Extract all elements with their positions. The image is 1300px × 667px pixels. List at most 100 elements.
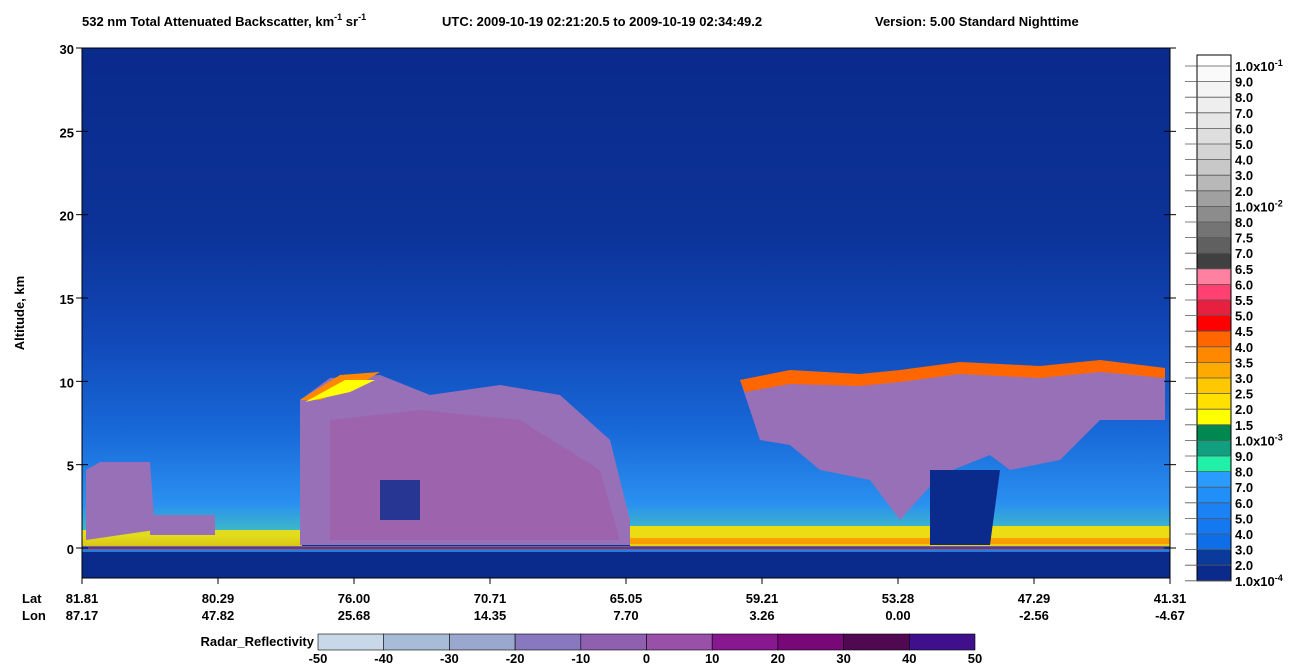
utc: UTC: 2009-10-19 02:21:20.5 to 2009-10-19…: [442, 14, 762, 29]
colorbar-swatch: [1197, 440, 1231, 456]
colorbar-label: 3.0: [1235, 543, 1253, 558]
lat-label: 80.29: [202, 591, 235, 606]
radar-swatch: [449, 633, 516, 651]
colorbar-label-mantissa: 1.0x10: [1235, 574, 1275, 589]
colorbar-swatch: [1197, 284, 1231, 300]
colorbar-swatch: [1197, 206, 1231, 222]
radar-tick-label: 30: [836, 651, 850, 666]
colorbar-label: 5.5: [1235, 293, 1253, 308]
lat-label: 59.21: [746, 591, 779, 606]
lat-label: 41.31: [1154, 591, 1187, 606]
radar-tick-label: 50: [968, 651, 982, 666]
colorbar-swatch: [1197, 253, 1231, 269]
lon-label: -2.56: [1019, 608, 1049, 623]
colorbar-swatch: [1197, 300, 1231, 316]
title-sup: -1: [334, 12, 342, 22]
colorbar-swatch: [1197, 112, 1231, 129]
y-tick-label: 0: [67, 542, 74, 557]
lat-label: 47.29: [1018, 591, 1051, 606]
radar-tick-label: -20: [506, 651, 525, 666]
radar-tick-label: 0: [643, 651, 650, 666]
colorbar-label: 8.0: [1235, 90, 1253, 105]
colorbar-label: 3.0: [1235, 168, 1253, 183]
colorbar-swatch: [1197, 128, 1231, 144]
radar-swatch: [580, 633, 647, 651]
radar-tick-label: -30: [440, 651, 459, 666]
x-row-label: Lat: [22, 591, 42, 606]
colorbar-label-exp: -4: [1275, 573, 1283, 583]
y-tick-label: 25: [60, 125, 74, 140]
radar-swatch: [383, 633, 450, 651]
colorbar-label: 7.0: [1235, 106, 1253, 121]
colorbar-label: 8.0: [1235, 465, 1253, 480]
colorbar-label: 1.5: [1235, 418, 1253, 433]
colorbar-label: 7.0: [1235, 480, 1253, 495]
colorbar-swatch: [1197, 471, 1231, 488]
radar-swatch: [646, 633, 713, 651]
lat-label: 65.05: [610, 591, 643, 606]
colorbar-label-exp: -3: [1275, 432, 1283, 442]
colorbar-swatch: [1197, 502, 1231, 519]
colorbar-label: 1.0x10-1: [1235, 58, 1283, 74]
colorbar-label: 2.0: [1235, 184, 1253, 199]
colorbar-label: 2.0: [1235, 558, 1253, 573]
colorbar-swatch: [1197, 159, 1231, 176]
colorbar-swatch: [1197, 565, 1231, 581]
lat-label: 70.71: [474, 591, 507, 606]
y-tick-label: 5: [67, 459, 74, 474]
colorbar-label-mantissa: 1.0x10: [1235, 199, 1275, 214]
colorbar-swatch: [1197, 222, 1231, 238]
colorbar-swatch: [1197, 534, 1231, 550]
colorbar-label-exp: -2: [1275, 198, 1283, 208]
colorbar-label: 3.5: [1235, 355, 1253, 370]
colorbar-swatch: [1197, 268, 1231, 285]
lon-label: 0.00: [885, 608, 910, 623]
lon-label: -4.67: [1155, 608, 1185, 623]
colorbar-label: 6.0: [1235, 121, 1253, 136]
colorbar-swatch: [1197, 97, 1231, 113]
title-sup: -1: [358, 12, 366, 22]
colorbar-label: 6.0: [1235, 277, 1253, 292]
radar-tick-label: -40: [374, 651, 393, 666]
radar-tick-label: 20: [771, 651, 785, 666]
lon-label: 87.17: [66, 608, 99, 623]
colorbar-label: 6.5: [1235, 262, 1253, 277]
radar-swatch: [843, 633, 910, 651]
colorbar-label: 4.0: [1235, 527, 1253, 542]
colorbar-label-exp: -1: [1275, 58, 1283, 68]
colorbar-label: 8.0: [1235, 215, 1253, 230]
colorbar-label: 6.0: [1235, 496, 1253, 511]
radar-label: Radar_Reflectivity: [201, 634, 315, 649]
colorbar-label-mantissa: 1.0x10: [1235, 433, 1275, 448]
y-tick-label: 10: [60, 375, 74, 390]
radar-tick-label: 40: [902, 651, 916, 666]
colorbar-label: 1.0x10-2: [1235, 198, 1283, 214]
radar-swatch: [317, 633, 384, 651]
version: Version: 5.00 Standard Nighttime: [875, 14, 1079, 29]
radar-tick-label: 10: [705, 651, 719, 666]
colorbar-label-mantissa: 1.0x10: [1235, 59, 1275, 74]
radar-tick-label: -50: [309, 651, 328, 666]
colorbar-swatch: [1197, 518, 1231, 534]
lat-label: 81.81: [66, 591, 99, 606]
radar-swatch: [777, 633, 844, 651]
y-tick-label: 20: [60, 209, 74, 224]
colorbar-swatch: [1197, 409, 1231, 425]
colorbar-swatch: [1197, 175, 1231, 191]
colorbar-swatch: [1197, 190, 1231, 207]
colorbar-label: 2.0: [1235, 402, 1253, 417]
colorbar-swatch: [1197, 346, 1231, 363]
lon-label: 25.68: [338, 608, 371, 623]
colorbar-label: 5.0: [1235, 137, 1253, 152]
y-tick-label: 30: [60, 42, 74, 57]
colorbar-swatch: [1197, 487, 1231, 503]
colorbar-swatch: [1197, 378, 1231, 394]
x-row-label: Lon: [22, 608, 46, 623]
radar-swatch: [908, 633, 976, 651]
colorbar-label: 9.0: [1235, 75, 1253, 90]
colorbar-label: 1.0x10-3: [1235, 432, 1283, 448]
chart-title: 532 nm Total Attenuated Backscatter, km-…: [82, 12, 366, 29]
colorbar-label: 4.0: [1235, 340, 1253, 355]
